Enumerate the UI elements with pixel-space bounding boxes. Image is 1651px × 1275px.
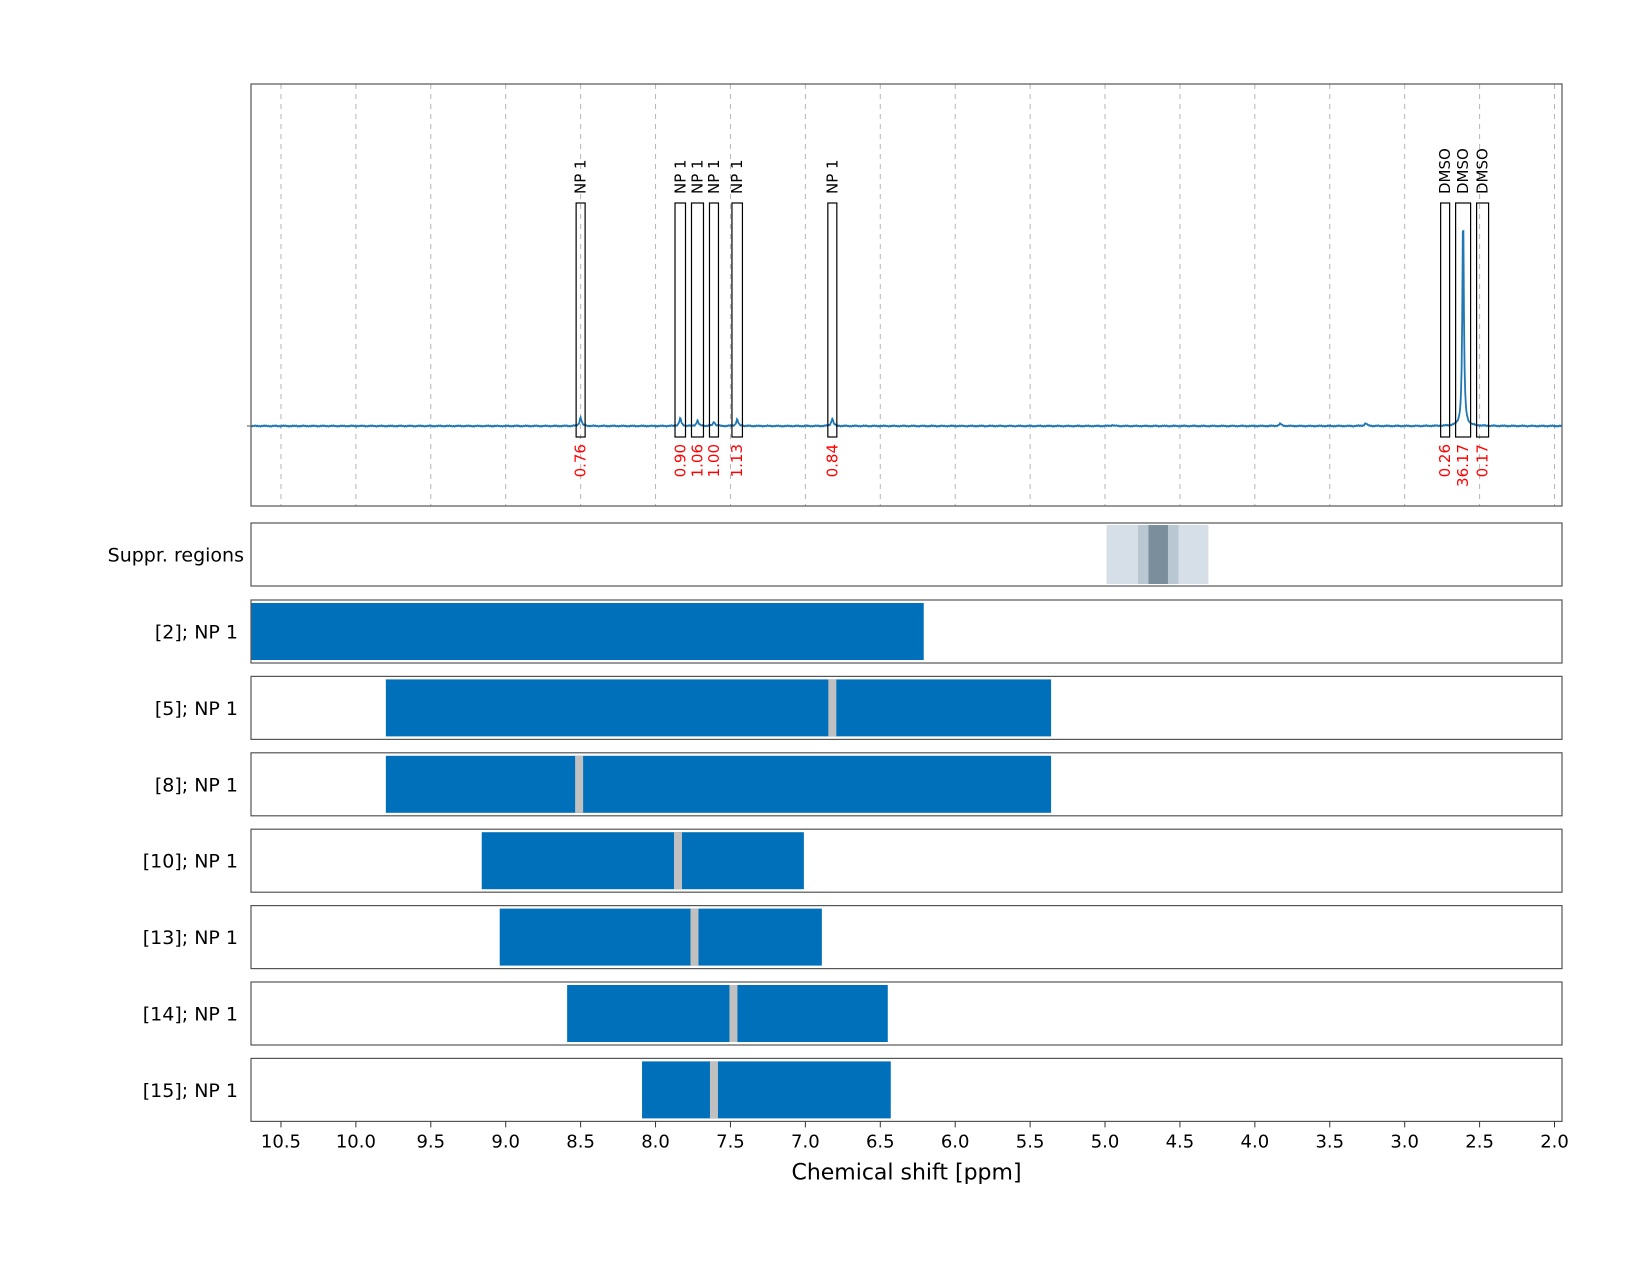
- x-tick-label: 8.5: [566, 1131, 595, 1152]
- row-frame: [250, 981, 1563, 1046]
- row-label: [8]; NP 1: [155, 774, 238, 796]
- peak-box: [731, 202, 744, 438]
- spectrum-trace: [250, 229, 1562, 428]
- range-row: [10]; NP 1: [143, 828, 1563, 893]
- x-tick-label: 5.0: [1091, 1131, 1120, 1152]
- range-row: [14]; NP 1: [143, 981, 1563, 1046]
- range-row: [13]; NP 1: [143, 904, 1563, 970]
- suppression-frame: [250, 522, 1563, 587]
- row-label: [13]; NP 1: [143, 927, 238, 949]
- x-tick-label: 7.0: [791, 1131, 820, 1152]
- peak-label: NP 1: [728, 159, 746, 194]
- integral-label: 0.17: [1474, 444, 1492, 477]
- range-marker: [729, 985, 738, 1042]
- suppression-region: [1148, 525, 1168, 584]
- x-axis-label: Chemical shift [ppm]: [791, 1160, 1021, 1185]
- peak-label: DMSO: [1474, 148, 1492, 194]
- row-frame: [250, 599, 1563, 664]
- peak-box: [690, 202, 705, 438]
- peak-label: NP 1: [572, 159, 590, 194]
- peak-label: NP 1: [823, 159, 841, 194]
- row-label: [2]; NP 1: [155, 622, 238, 644]
- peak-label: NP 1: [671, 159, 689, 194]
- row-label: [10]; NP 1: [143, 851, 238, 873]
- range-bar: [251, 603, 924, 660]
- integral-label: 1.00: [705, 444, 723, 477]
- peak-box: [575, 202, 586, 438]
- integral-label: 0.76: [572, 444, 590, 477]
- row-frame: [250, 828, 1563, 893]
- range-row: [8]; NP 1: [155, 752, 1563, 817]
- range-marker: [575, 755, 584, 813]
- peak-box: [708, 202, 720, 438]
- x-tick-label: 2.0: [1540, 1131, 1569, 1152]
- row-frame: [250, 1057, 1563, 1123]
- integral-label: 0.26: [1436, 444, 1454, 477]
- x-tick-label: 9.0: [491, 1131, 520, 1152]
- suppression-label: Suppr. regions: [108, 545, 244, 567]
- spectrum-frame: [250, 83, 1563, 507]
- x-axis: 10.5 10.0 9.5 9.0 8.5 8.0 7.5 7.0 6.5 6.0 5.5 5.0 4.…: [261, 1121, 1569, 1152]
- x-tick-label: 4.5: [1166, 1131, 1195, 1152]
- row-frame: [250, 752, 1563, 817]
- x-tick-label: 5.5: [1016, 1131, 1045, 1152]
- range-rows: [2]; NP 1 [5]; NP 1 [8]; NP 1 [10]; NP 1 [13…: [143, 599, 1563, 1123]
- range-bar: [385, 679, 1052, 737]
- x-tick-label: 6.0: [941, 1131, 970, 1152]
- integral-label: 1.06: [688, 444, 706, 477]
- peak-box: [1440, 202, 1451, 438]
- integral-label: 0.90: [671, 444, 689, 477]
- range-row: [5]; NP 1: [155, 675, 1563, 741]
- peak-label: DMSO: [1436, 148, 1454, 194]
- x-tick-label: 9.5: [416, 1131, 445, 1152]
- range-bar: [499, 908, 822, 966]
- row-frame: [250, 675, 1563, 741]
- x-tick-label: 4.0: [1241, 1131, 1270, 1152]
- range-marker: [690, 908, 699, 966]
- range-bar: [481, 832, 804, 890]
- spectrum-panel: NP 1 0.76 NP 1 0.90 NP 1 1.06 NP 1 1.00 NP 1 1.13…: [247, 83, 1563, 507]
- integral-label: 0.84: [823, 444, 841, 477]
- x-tick-label: 3.5: [1315, 1131, 1344, 1152]
- range-bar: [385, 755, 1052, 813]
- x-tick-label: 7.5: [716, 1131, 745, 1152]
- integral-label: 36.17: [1454, 444, 1472, 487]
- grid-lines: [280, 84, 1556, 506]
- range-marker: [709, 1061, 718, 1119]
- range-bar: [642, 1061, 891, 1119]
- x-tick-label: 6.5: [866, 1131, 895, 1152]
- peak-box: [1475, 202, 1490, 438]
- peak-label: DMSO: [1454, 148, 1472, 194]
- integral-label: 1.13: [728, 444, 746, 477]
- peak-label: NP 1: [705, 159, 723, 194]
- range-row: [2]; NP 1: [155, 599, 1563, 664]
- row-frame: [250, 904, 1563, 970]
- x-tick-label: 2.5: [1465, 1131, 1494, 1152]
- suppression-panel: Suppr. regions: [108, 522, 1563, 587]
- x-tick-label: 10.0: [336, 1131, 376, 1152]
- peak-box: [827, 202, 838, 438]
- peak-box: [1455, 202, 1472, 438]
- range-row: [15]; NP 1: [143, 1057, 1563, 1123]
- x-tick-label: 10.5: [261, 1131, 301, 1152]
- x-tick-label: 8.0: [641, 1131, 670, 1152]
- row-label: [15]; NP 1: [143, 1080, 238, 1102]
- range-marker: [828, 679, 837, 737]
- x-tick-label: 3.0: [1390, 1131, 1419, 1152]
- peak-label: NP 1: [688, 159, 706, 194]
- row-label: [14]; NP 1: [143, 1004, 238, 1026]
- peak-box: [674, 202, 687, 438]
- row-label: [5]; NP 1: [155, 698, 238, 720]
- range-bar: [567, 985, 888, 1042]
- range-marker: [674, 832, 683, 890]
